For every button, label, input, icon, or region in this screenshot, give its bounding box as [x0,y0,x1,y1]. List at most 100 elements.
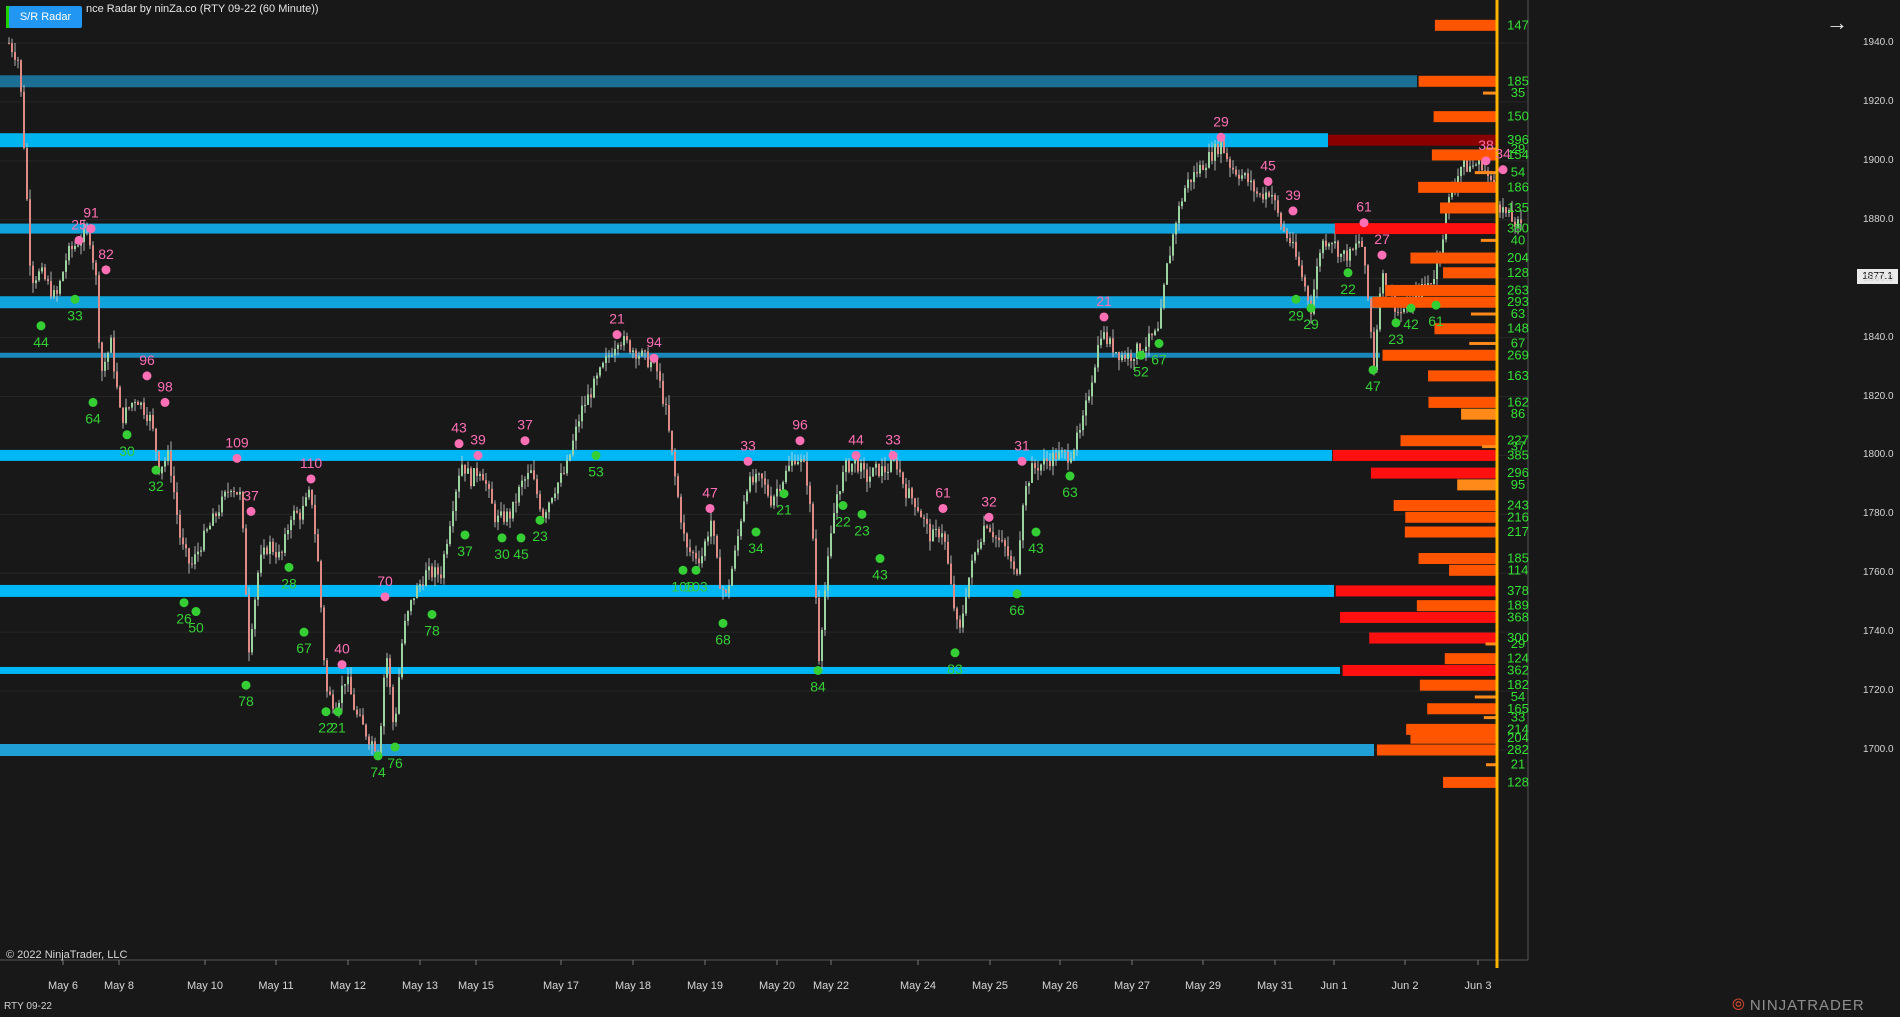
support-marker-dot[interactable] [70,294,80,304]
candle-body [350,676,352,695]
support-marker-dot[interactable] [1012,589,1022,599]
support-marker-dot[interactable] [460,530,470,540]
support-marker-dot[interactable] [779,489,789,499]
support-marker-dot[interactable] [1291,294,1301,304]
support-marker-dot[interactable] [333,707,343,717]
resistance-marker-dot[interactable] [246,506,256,516]
candle-body [404,620,406,644]
resistance-marker-dot[interactable] [74,235,84,245]
candle-body [548,502,550,513]
support-marker-dot[interactable] [813,665,823,675]
support-marker-label: 30 [119,443,135,459]
resistance-marker-label: 34 [1495,146,1511,162]
support-marker-dot[interactable] [179,598,189,608]
support-marker-dot[interactable] [950,648,960,658]
resistance-marker-dot[interactable] [743,456,753,466]
resistance-marker-dot[interactable] [337,660,347,670]
support-marker-dot[interactable] [1136,350,1146,360]
support-marker-dot[interactable] [718,618,728,628]
support-marker-dot[interactable] [1343,268,1353,278]
support-marker-dot[interactable] [373,751,383,761]
resistance-marker-dot[interactable] [306,474,316,484]
resistance-marker-dot[interactable] [454,439,464,449]
resistance-marker-dot[interactable] [612,330,622,340]
resistance-marker-dot[interactable] [232,453,242,463]
resistance-marker-dot[interactable] [142,371,152,381]
candle-body [1220,140,1222,155]
scroll-to-latest-arrow-icon[interactable]: → [1826,10,1848,35]
resistance-marker-dot[interactable] [160,397,170,407]
resistance-marker-dot[interactable] [1481,156,1491,166]
resistance-marker-dot[interactable] [938,503,948,513]
resistance-marker-dot[interactable] [1498,165,1508,175]
support-marker-dot[interactable] [241,680,251,690]
resistance-marker-dot[interactable] [86,224,96,234]
candle-body [1427,283,1429,287]
support-marker-dot[interactable] [1154,338,1164,348]
candle-body [26,148,28,200]
support-marker-dot[interactable] [122,430,132,440]
candle-body [431,566,433,578]
resistance-marker-dot[interactable] [101,265,111,275]
volume-profile-bar [1369,632,1498,644]
resistance-marker-label: 27 [1374,231,1390,247]
candle-body [599,367,601,376]
support-marker-dot[interactable] [1406,303,1416,313]
support-marker-dot[interactable] [691,565,701,575]
candle-body [320,561,322,608]
resistance-marker-dot[interactable] [888,450,898,460]
resistance-marker-dot[interactable] [984,512,994,522]
support-marker-dot[interactable] [875,554,885,564]
support-marker-dot[interactable] [535,515,545,525]
resistance-marker-dot[interactable] [1377,250,1387,260]
support-marker-dot[interactable] [1391,318,1401,328]
support-marker-dot[interactable] [191,607,201,617]
candle-body [1214,143,1216,161]
support-marker-dot[interactable] [321,707,331,717]
support-marker-dot[interactable] [497,533,507,543]
resistance-marker-dot[interactable] [795,436,805,446]
support-marker-dot[interactable] [591,450,601,460]
resistance-marker-dot[interactable] [473,450,483,460]
candle-body [1514,221,1516,227]
resistance-marker-dot[interactable] [851,450,861,460]
support-marker-dot[interactable] [857,509,867,519]
resistance-marker-dot[interactable] [1359,218,1369,228]
resistance-marker-dot[interactable] [1216,132,1226,142]
candle-body [1376,329,1378,371]
resistance-marker-dot[interactable] [1099,312,1109,322]
candle-body [1442,239,1444,253]
candle-body [1037,468,1039,471]
y-axis-tick-label: 1820.0 [1863,390,1894,402]
sr-radar-button[interactable]: S/R Radar [9,6,82,28]
support-marker-dot[interactable] [678,565,688,575]
support-marker-dot[interactable] [151,465,161,475]
support-marker-dot[interactable] [88,397,98,407]
candle-body [557,482,559,494]
support-marker-dot[interactable] [36,321,46,331]
resistance-marker-dot[interactable] [1263,176,1273,186]
resistance-marker-dot[interactable] [1288,206,1298,216]
support-marker-dot[interactable] [1431,300,1441,310]
support-marker-dot[interactable] [1065,471,1075,481]
support-marker-dot[interactable] [1368,365,1378,375]
volume-profile-bar [1332,449,1498,461]
resistance-marker-dot[interactable] [380,592,390,602]
support-marker-dot[interactable] [427,609,437,619]
resistance-marker-dot[interactable] [520,436,530,446]
support-marker-dot[interactable] [299,627,309,637]
support-marker-dot[interactable] [1031,527,1041,537]
resistance-marker-dot[interactable] [649,353,659,363]
support-marker-dot[interactable] [751,527,761,537]
support-marker-dot[interactable] [284,562,294,572]
volume-profile-label: 185 [1507,551,1529,566]
support-marker-dot[interactable] [838,500,848,510]
support-marker-dot[interactable] [390,742,400,752]
support-marker-dot[interactable] [516,533,526,543]
resistance-marker-dot[interactable] [1017,456,1027,466]
support-marker-dot[interactable] [1306,303,1316,313]
volume-profile-bar [1400,435,1498,447]
resistance-marker-dot[interactable] [705,503,715,513]
